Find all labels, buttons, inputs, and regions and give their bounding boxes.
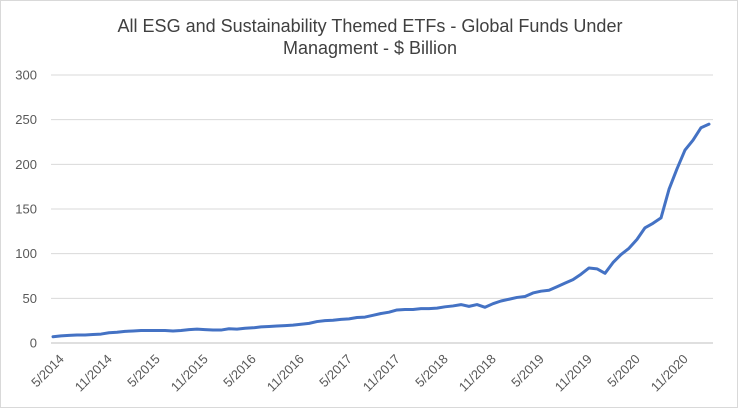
x-tick-label: 11/2015 bbox=[168, 351, 211, 394]
x-tick-label: 5/2016 bbox=[220, 351, 259, 390]
x-tick-label: 5/2020 bbox=[604, 351, 643, 390]
chart-title-line-2: Managment - $ Billion bbox=[282, 38, 458, 58]
x-tick-label: 11/2018 bbox=[456, 351, 499, 394]
x-tick-label: 5/2019 bbox=[508, 351, 547, 390]
y-tick-label: 50 bbox=[23, 291, 37, 306]
x-tick-label: 5/2018 bbox=[412, 351, 451, 390]
x-tick-label: 11/2019 bbox=[552, 351, 595, 394]
x-tick-label: 11/2017 bbox=[360, 351, 403, 394]
x-tick-label: 5/2014 bbox=[28, 351, 67, 390]
series-line bbox=[51, 122, 711, 339]
x-tick-label: 11/2020 bbox=[648, 351, 691, 394]
chart-title-line-1: All ESG and Sustainability Themed ETFs -… bbox=[117, 16, 623, 36]
y-tick-label: 250 bbox=[15, 112, 37, 127]
y-tick-label: 300 bbox=[15, 68, 37, 83]
y-tick-label: 150 bbox=[15, 202, 37, 217]
x-tick-label: 5/2017 bbox=[316, 351, 355, 390]
y-tick-label: 0 bbox=[30, 336, 37, 351]
x-tick-label: 5/2015 bbox=[124, 351, 163, 390]
y-tick-label: 200 bbox=[15, 157, 37, 172]
x-tick-label: 11/2016 bbox=[264, 351, 307, 394]
x-tick-label: 11/2014 bbox=[72, 351, 115, 394]
y-tick-label: 100 bbox=[15, 246, 37, 261]
chart-title: All ESG and Sustainability Themed ETFs -… bbox=[1, 15, 738, 59]
